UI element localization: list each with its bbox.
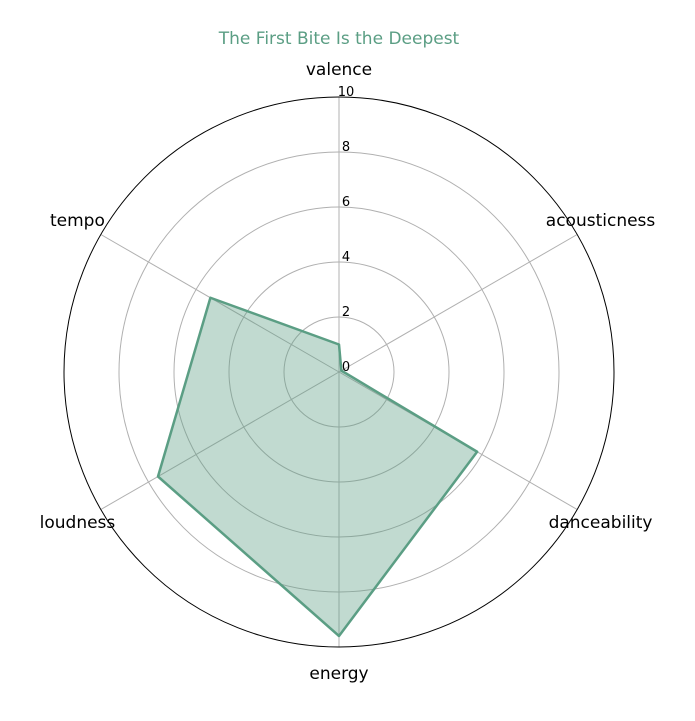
axis-label-valence: valence [306, 60, 372, 80]
r-tick-label-8: 8 [342, 140, 350, 155]
spoke-loudness [100, 371, 340, 510]
axis-label-energy: energy [309, 664, 368, 684]
r-tick-label-0: 0 [342, 360, 350, 375]
axis-label-tempo: tempo [50, 211, 105, 231]
spoke-acousticness [338, 234, 578, 373]
spoke-tempo [100, 234, 340, 373]
axis-label-loudness: loudness [40, 513, 116, 533]
outer-spine [63, 96, 615, 648]
axis-label-acousticness: acousticness [546, 211, 656, 231]
r-tick-label-2: 2 [342, 305, 350, 320]
axis-label-danceability: danceability [549, 513, 653, 533]
r-tick-label-4: 4 [342, 250, 350, 265]
grid-layer [63, 96, 615, 648]
r-tick-label-6: 6 [342, 195, 350, 210]
series-area [158, 297, 478, 636]
r-tick-label-10: 10 [338, 85, 355, 100]
label-layer: 0 2 4 6 8 10 valence acousticness danceability en… [40, 60, 656, 684]
series-layer [156, 296, 479, 638]
chart-title: The First Bite Is the Deepest [218, 29, 460, 49]
